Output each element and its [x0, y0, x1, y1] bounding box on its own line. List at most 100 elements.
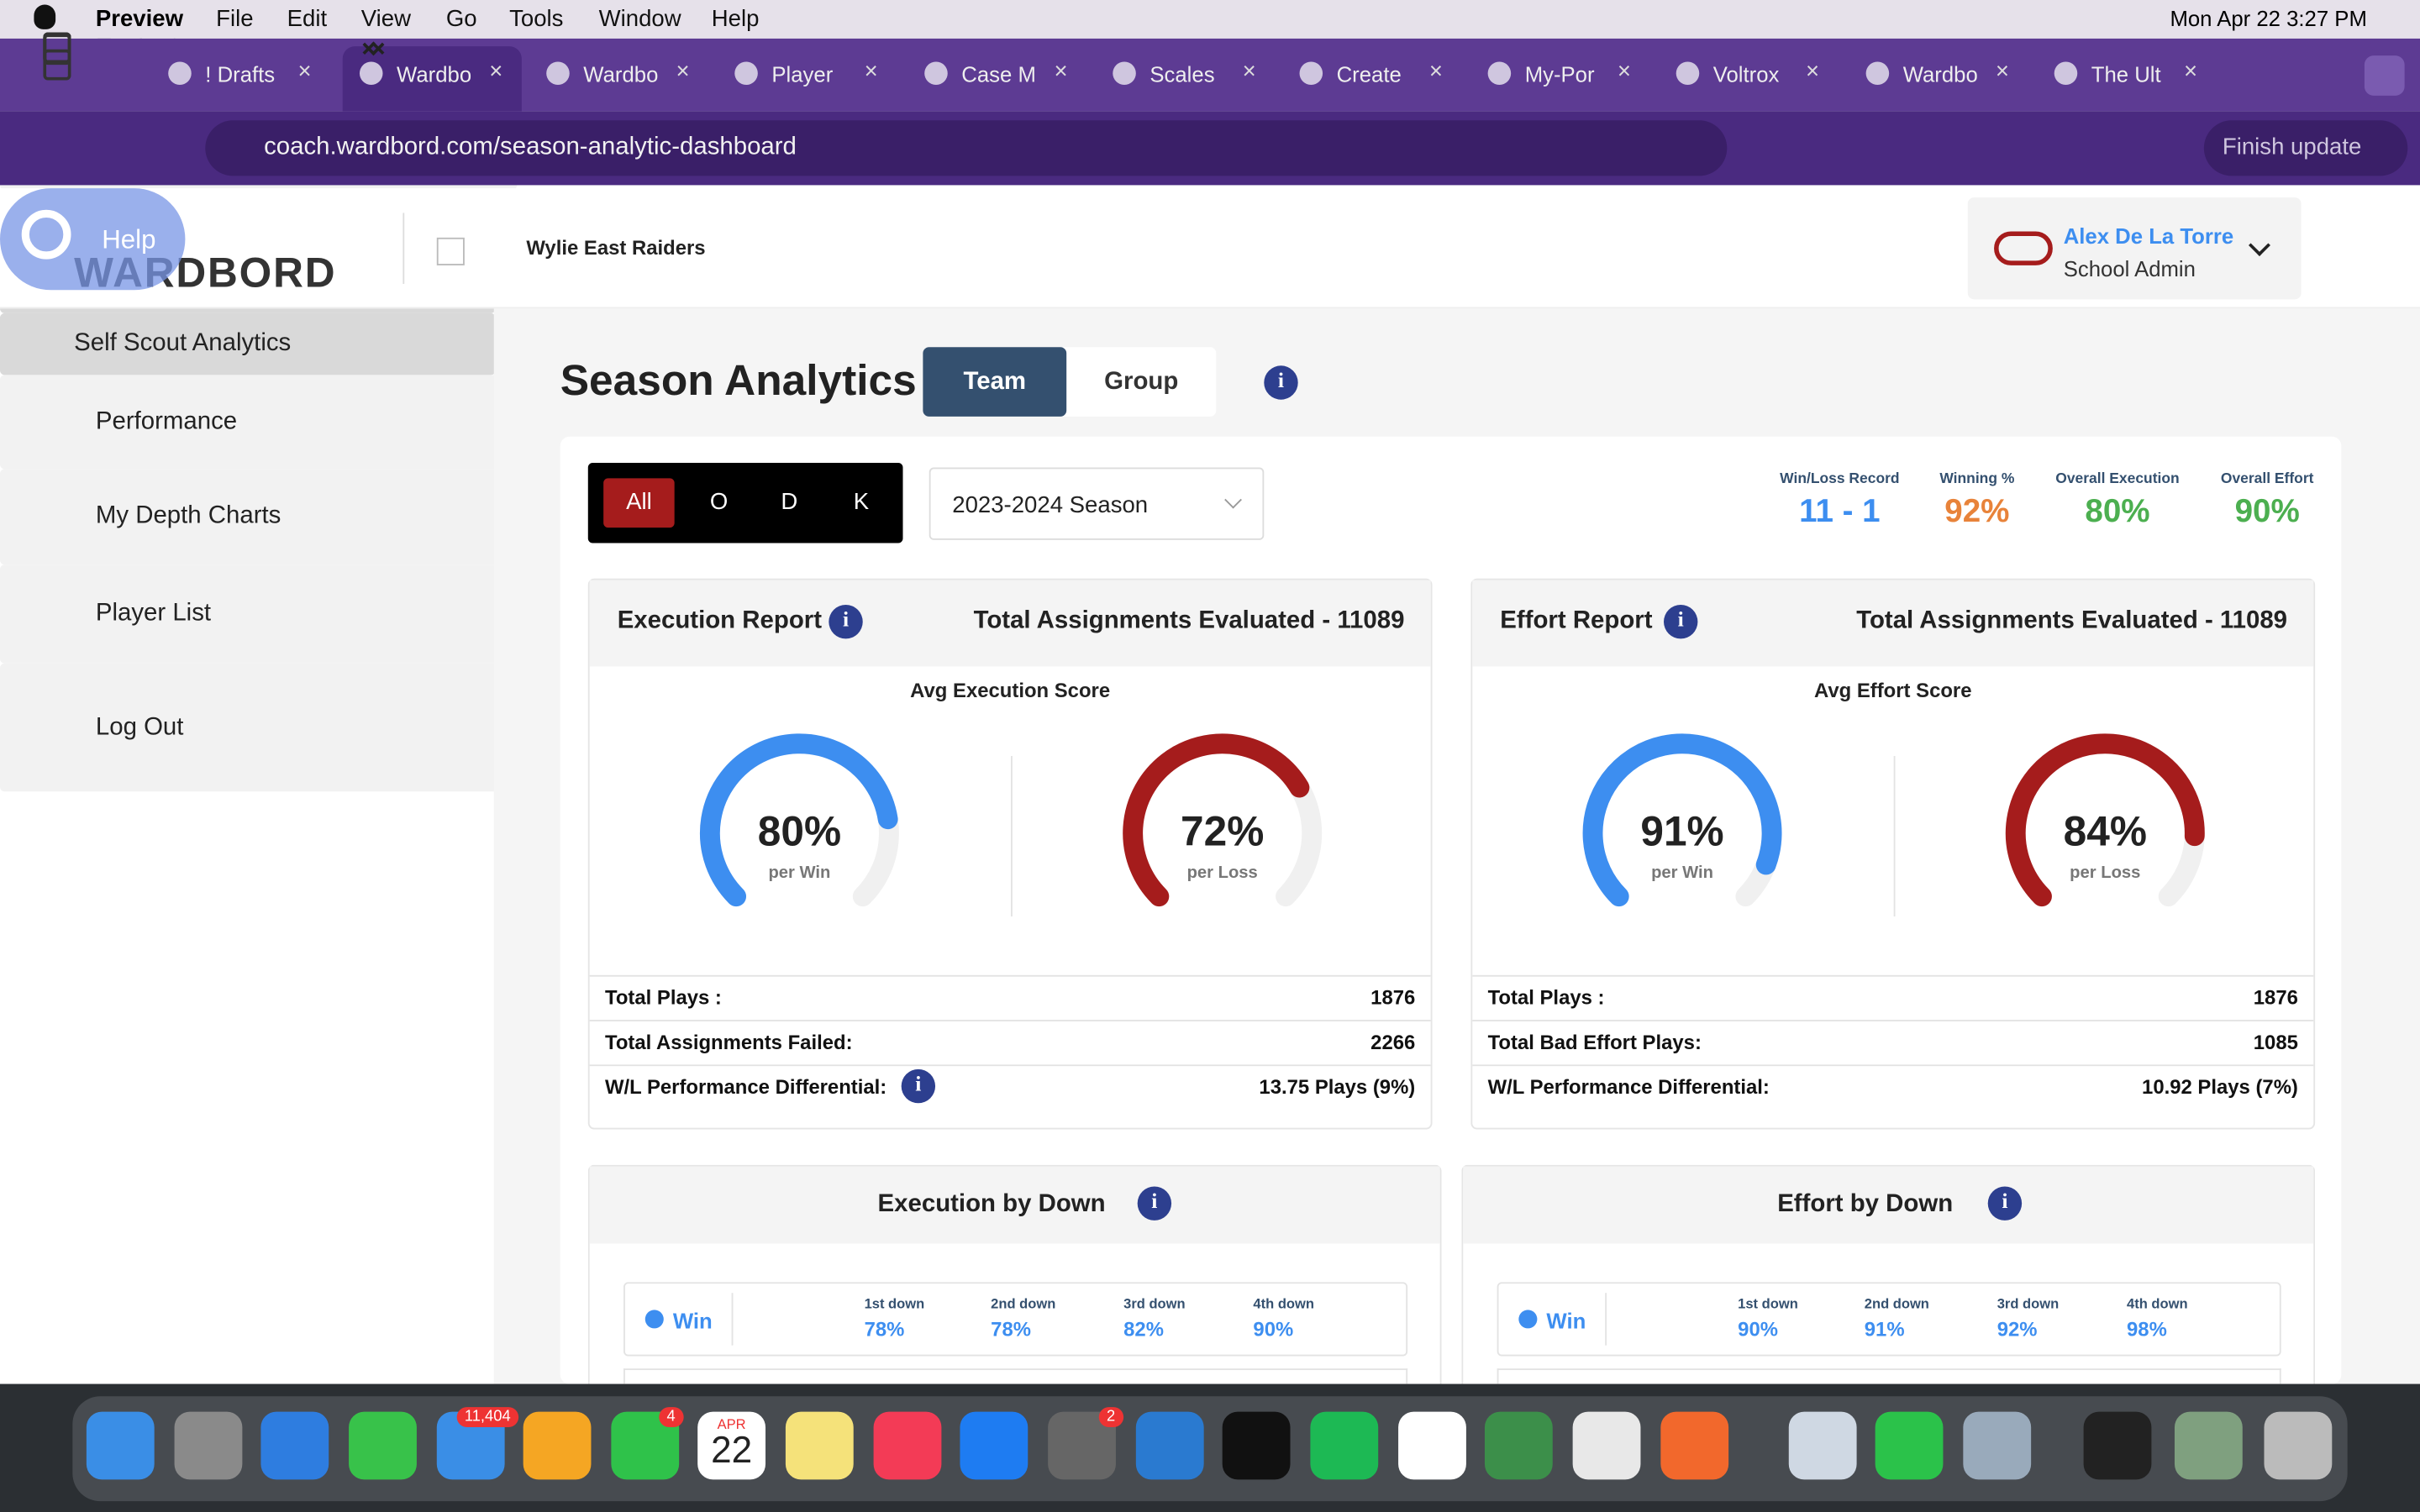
tab-title[interactable]: My-Por: [1524, 61, 1595, 87]
dock-icon[interactable]: [1875, 1411, 1944, 1480]
report-row: W/L Performance Differential: 13.75 Plays…: [589, 1064, 1431, 1107]
tab-close[interactable]: ×: [1242, 58, 1256, 86]
dock-icon[interactable]: [697, 1411, 766, 1480]
sidebar-item[interactable]: Log Out: [0, 48, 518, 792]
row-value: 10.92 Plays (7%): [2142, 1075, 2298, 1099]
help-label: Help: [102, 225, 156, 255]
dock-icon[interactable]: [174, 1411, 243, 1480]
help-button[interactable]: Help: [0, 188, 186, 291]
tab-close[interactable]: ×: [1805, 58, 1820, 86]
sidebar-label: Self Scout Analytics: [74, 330, 292, 357]
dock-icon[interactable]: [1135, 1411, 1204, 1480]
tab-title[interactable]: ! Drafts: [205, 61, 276, 87]
menu-item[interactable]: File: [216, 6, 254, 33]
divider: [731, 1293, 734, 1346]
dock-icon[interactable]: [1660, 1411, 1729, 1480]
dock-icon[interactable]: [1310, 1411, 1379, 1480]
dock-icon[interactable]: [1788, 1411, 1857, 1480]
filter-k[interactable]: K: [853, 489, 870, 516]
sidebar-item[interactable]: My Depth Charts: [0, 32, 518, 565]
tab-bar: [0, 38, 2420, 112]
report-title: Execution Report: [617, 607, 823, 634]
tab-title[interactable]: Wardbo: [397, 61, 471, 87]
info-icon[interactable]: i: [829, 605, 863, 639]
calendar-day: 22: [711, 1430, 753, 1473]
address-field[interactable]: coach.wardbord.com/season-analytic-dashb…: [205, 120, 1728, 176]
tab-close[interactable]: ×: [1617, 58, 1631, 86]
info-icon[interactable]: i: [1664, 605, 1698, 639]
app-name[interactable]: Preview: [95, 6, 184, 33]
down-value: 90%: [1738, 1317, 1778, 1341]
gauge-caption: per Loss: [2070, 864, 2141, 883]
tab-close[interactable]: ×: [1428, 58, 1443, 86]
row-label: W/L Performance Differential:: [1487, 1075, 1770, 1099]
team-name: Wylie East Raiders: [526, 236, 706, 260]
dock-icon[interactable]: [1484, 1411, 1553, 1480]
tab-title[interactable]: Player: [771, 61, 834, 87]
avatar: [1994, 231, 2053, 265]
row-label: Total Assignments Failed:: [605, 1030, 853, 1054]
user-menu[interactable]: Alex De La Torre School Admin: [1967, 197, 2302, 300]
tab-close[interactable]: ×: [1995, 58, 2009, 86]
tab-close[interactable]: ×: [1054, 58, 1068, 86]
filter-o[interactable]: O: [709, 489, 729, 516]
menu-item[interactable]: Tools: [509, 6, 564, 33]
finish-update[interactable]: Finish update: [2203, 120, 2408, 176]
dock-icon[interactable]: [523, 1411, 592, 1480]
menu-item[interactable]: Window: [598, 6, 681, 33]
tab-close[interactable]: ×: [676, 58, 690, 86]
menu-item[interactable]: Go: [445, 6, 477, 33]
settings-badge: 2: [1098, 1407, 1123, 1427]
info-icon[interactable]: i: [1987, 1186, 2023, 1221]
dock-icon[interactable]: [873, 1411, 942, 1480]
filter-d[interactable]: D: [781, 489, 798, 516]
tab-close[interactable]: ×: [297, 58, 312, 86]
sidebar-item[interactable]: Player List: [0, 34, 518, 664]
info-icon[interactable]: i: [901, 1068, 936, 1104]
menu-item[interactable]: Help: [711, 6, 760, 33]
tab-title[interactable]: Scales: [1150, 61, 1215, 87]
sidebar-item[interactable]: Self Scout Analytics: [0, 312, 496, 375]
apple-logo[interactable]: [34, 4, 56, 29]
gauge-fill: [1582, 733, 1782, 907]
dock-icon[interactable]: [2264, 1411, 2333, 1480]
gauge-divider: [1011, 756, 1013, 917]
menu-item[interactable]: View: [360, 6, 412, 33]
gauge-fill: [699, 733, 898, 907]
dock-icon[interactable]: [785, 1411, 854, 1480]
legend-dot: [644, 1310, 664, 1329]
tab-title[interactable]: Create: [1336, 61, 1402, 87]
tab-title[interactable]: Wardbo: [583, 61, 658, 87]
tab-close[interactable]: ×: [489, 58, 503, 86]
team-logo: [436, 237, 465, 265]
dock-icon[interactable]: [1572, 1411, 1641, 1480]
dock-icon[interactable]: [960, 1411, 1028, 1480]
dock-icon[interactable]: [260, 1411, 329, 1480]
tab-title[interactable]: Voltrox: [1712, 61, 1780, 87]
dock-icon[interactable]: [1963, 1411, 2032, 1480]
gauge-caption: per Win: [1651, 864, 1714, 883]
menu-item[interactable]: Edit: [287, 6, 328, 33]
dock-icon[interactable]: [2174, 1411, 2243, 1480]
dock-icon[interactable]: [86, 1411, 155, 1480]
toggle-group[interactable]: Group: [1104, 368, 1179, 396]
toggle-team[interactable]: Team: [923, 347, 1067, 417]
dock-icon[interactable]: [1222, 1411, 1291, 1480]
tab-title[interactable]: Case M: [961, 61, 1036, 87]
season-select[interactable]: 2023-2024 Season: [929, 467, 1265, 540]
down-value: 78%: [991, 1317, 1031, 1341]
dock-icon[interactable]: [1398, 1411, 1466, 1480]
dock-icon[interactable]: [349, 1411, 417, 1480]
sidebar-label: Performance: [95, 407, 238, 435]
tab-menu[interactable]: [2364, 55, 2405, 96]
tab-close[interactable]: ×: [864, 58, 878, 86]
info-icon[interactable]: i: [1137, 1186, 1172, 1221]
sidebar-item[interactable]: Performance: [0, 31, 518, 470]
dock-icon[interactable]: [2083, 1411, 2152, 1480]
tab-close[interactable]: ×: [2183, 58, 2198, 86]
filter-all[interactable]: All: [603, 478, 675, 528]
tab-title[interactable]: Wardbo: [1902, 61, 1977, 87]
info-icon[interactable]: i: [1264, 365, 1298, 400]
tab-title[interactable]: The Ult: [2091, 61, 2161, 87]
report-row: W/L Performance Differential: 10.92 Plays…: [1472, 1064, 2314, 1107]
